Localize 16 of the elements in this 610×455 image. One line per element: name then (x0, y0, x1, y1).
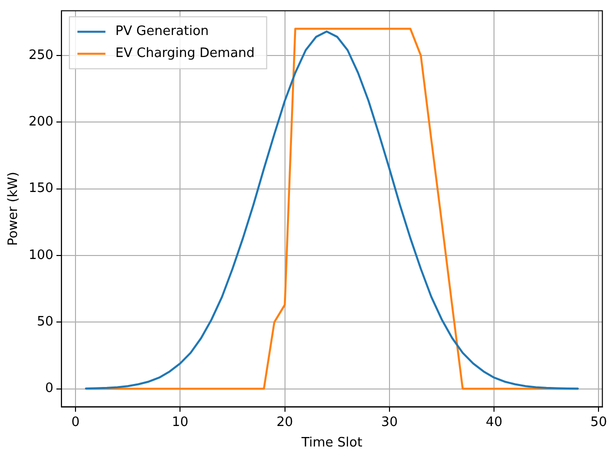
y-tick-label: 200 (28, 114, 54, 130)
y-tick-label: 150 (28, 181, 54, 196)
y-tick-label: 50 (36, 314, 54, 330)
x-tick-label: 40 (486, 414, 502, 430)
y-axis-title: Power (kW) (6, 172, 22, 246)
legend-label: PV Generation (115, 24, 209, 40)
x-tick-label: 50 (590, 414, 607, 430)
x-axis-title: Time Slot (300, 436, 362, 451)
x-tick-label: 10 (172, 414, 188, 430)
y-tick-label: 0 (45, 381, 54, 396)
x-tick-label: 30 (381, 414, 398, 430)
y-tick-label: 100 (28, 248, 54, 263)
y-tick-label: 250 (28, 48, 54, 63)
legend-label: EV Charging Demand (115, 46, 255, 62)
x-tick-label: 20 (276, 414, 294, 430)
x-tick-label: 0 (71, 414, 80, 430)
